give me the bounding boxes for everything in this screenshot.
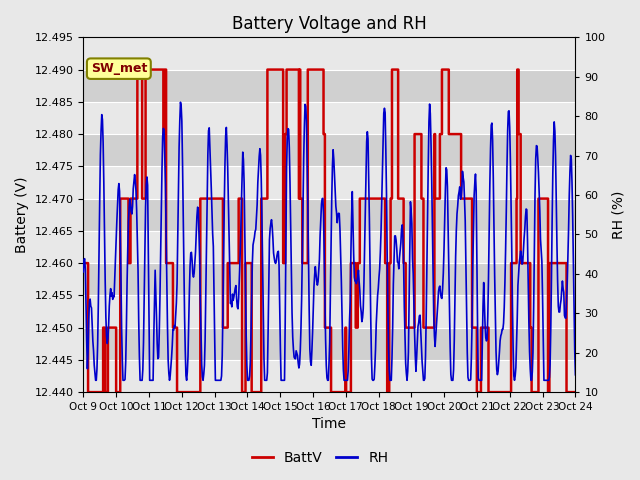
RH [140,339,147,345]
BattV [404,325,412,331]
Y-axis label: Battery (V): Battery (V) [15,177,29,253]
RH [404,349,412,355]
Bar [83,231,575,263]
BattV [572,389,579,395]
RH [572,372,579,378]
Bar [83,70,575,102]
RH [190,270,198,276]
BattV [190,389,198,395]
Text: SW_met: SW_met [91,62,147,75]
RH [390,258,398,264]
Bar [83,199,575,231]
RH [79,269,87,275]
Y-axis label: RH (%): RH (%) [611,191,625,239]
RH [136,377,144,383]
Bar [83,102,575,134]
Bar [83,328,575,360]
Bar [83,167,575,199]
Line: BattV: BattV [83,70,575,392]
Line: RH: RH [83,102,575,380]
BattV [216,196,224,202]
Bar [83,134,575,167]
Bar [83,360,575,392]
BattV [89,389,97,395]
Bar [83,263,575,295]
Bar [83,37,575,70]
BattV [140,196,148,202]
BattV [134,67,141,72]
RH [177,99,184,105]
BattV [84,389,92,395]
RH [88,322,96,327]
BattV [79,260,87,266]
X-axis label: Time: Time [312,418,346,432]
RH [216,377,224,383]
BattV [390,67,398,72]
Title: Battery Voltage and RH: Battery Voltage and RH [232,15,427,33]
Bar [83,295,575,328]
Legend: BattV, RH: BattV, RH [246,445,394,471]
